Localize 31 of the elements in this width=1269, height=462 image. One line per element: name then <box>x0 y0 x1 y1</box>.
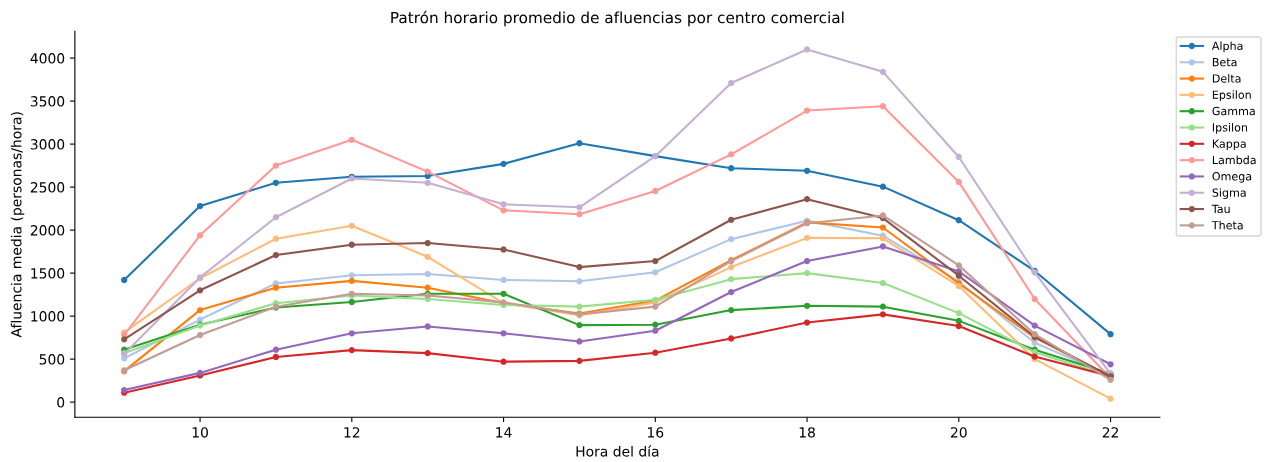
y-tick-label: 1000 <box>31 311 65 322</box>
legend-label: Gamma <box>1212 106 1255 116</box>
legend-label: Lambda <box>1212 155 1256 165</box>
x-tick-label: 12 <box>344 427 360 438</box>
legend-label: Omega <box>1212 172 1252 183</box>
y-tick-label: 4000 <box>30 53 65 64</box>
y-tick-label: 1500 <box>31 268 65 279</box>
x-tick-label: 16 <box>647 427 664 438</box>
x-tick-label: 18 <box>799 427 815 438</box>
y-tick-label: 2000 <box>30 225 65 236</box>
legend-label: Alpha <box>1211 41 1243 53</box>
x-tick-label: 10 <box>192 427 208 438</box>
legend-label: Epsilon <box>1212 90 1251 102</box>
legend-label: Tau <box>1211 204 1230 214</box>
x-tick-label: 14 <box>496 427 512 438</box>
x-tick-label: 20 <box>950 427 967 438</box>
y-tick-label: 3000 <box>30 139 65 150</box>
x-tick-label: 22 <box>1102 427 1118 438</box>
legend-label: Beta <box>1212 58 1237 67</box>
y-tick-label: 0 <box>57 397 65 408</box>
x-axis-title: Hora del día <box>576 445 659 457</box>
legend-label: Sigma <box>1212 188 1246 199</box>
chart-title: Patrón horario promedio de afluencias por centro comercial <box>391 10 844 27</box>
y-tick-label: 500 <box>39 354 65 365</box>
legend-label: Theta <box>1211 220 1243 230</box>
legend-label: Delta <box>1212 74 1241 83</box>
legend-label: Kappa <box>1212 139 1246 151</box>
y-tick-label: 3500 <box>30 96 65 107</box>
y-axis-title: Afluencia media (personas/hora) <box>10 112 25 338</box>
y-tick-label: 2500 <box>30 182 65 193</box>
legend-label: Ipsilon <box>1212 122 1248 134</box>
